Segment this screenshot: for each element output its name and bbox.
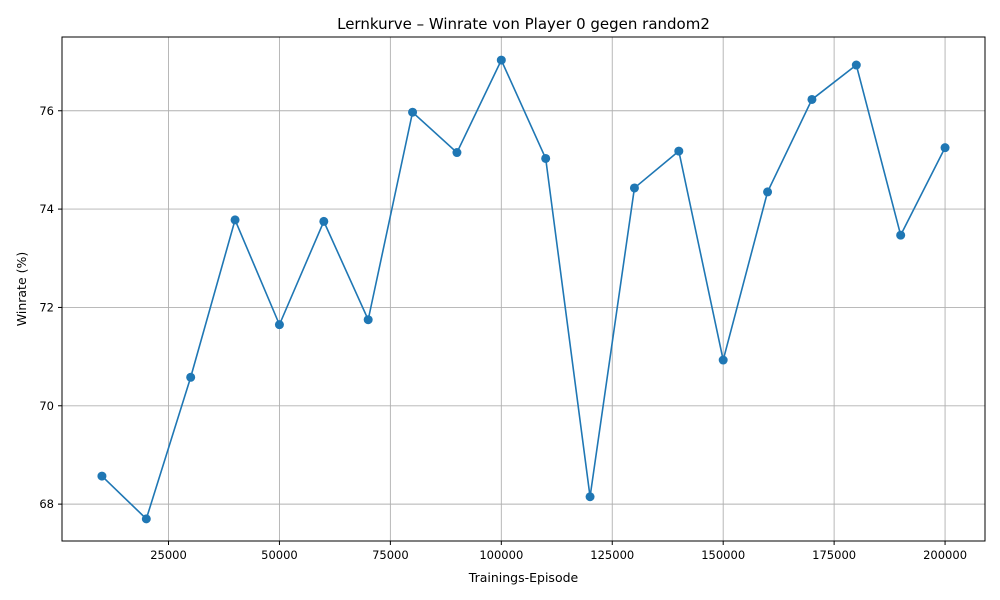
data-point bbox=[97, 471, 107, 481]
x-tick-label: 75000 bbox=[372, 548, 409, 562]
y-tick-label: 72 bbox=[39, 300, 54, 314]
data-point bbox=[274, 320, 284, 330]
data-point bbox=[452, 148, 462, 158]
data-point bbox=[319, 216, 329, 226]
data-point bbox=[585, 492, 595, 502]
y-tick-label: 76 bbox=[39, 104, 54, 118]
x-axis-label: Trainings-Episode bbox=[468, 570, 579, 585]
x-tick-label: 200000 bbox=[923, 548, 967, 562]
data-point bbox=[141, 514, 151, 524]
grid-lines bbox=[62, 37, 985, 541]
x-tick-label: 125000 bbox=[590, 548, 634, 562]
y-tick-label: 74 bbox=[39, 202, 54, 216]
chart-title: Lernkurve – Winrate von Player 0 gegen r… bbox=[337, 15, 710, 33]
x-tick-label: 150000 bbox=[701, 548, 745, 562]
data-point bbox=[674, 146, 684, 156]
plot-frame bbox=[61, 36, 986, 542]
y-tick-label: 70 bbox=[39, 399, 54, 413]
data-point bbox=[408, 107, 418, 117]
data-point bbox=[807, 94, 817, 104]
data-point bbox=[496, 55, 506, 65]
data-point bbox=[629, 183, 639, 193]
x-tick-label: 50000 bbox=[261, 548, 298, 562]
y-tick-label: 68 bbox=[39, 497, 54, 511]
x-tick-label: 100000 bbox=[479, 548, 523, 562]
x-tick-label: 175000 bbox=[812, 548, 856, 562]
series-line bbox=[101, 58, 946, 521]
data-point bbox=[363, 315, 373, 325]
data-point bbox=[763, 187, 773, 197]
axis-ticks: 25000 50000 75000 100000 125000 150000 175000 2… bbox=[39, 104, 967, 562]
data-series bbox=[97, 55, 950, 524]
data-point bbox=[186, 372, 196, 382]
data-point bbox=[851, 60, 861, 70]
data-point bbox=[940, 143, 950, 153]
data-point bbox=[230, 215, 240, 225]
data-point bbox=[896, 230, 906, 240]
x-tick-label: 25000 bbox=[150, 548, 187, 562]
data-point bbox=[541, 153, 551, 163]
data-point bbox=[718, 355, 728, 365]
y-axis-label: Winrate (%) bbox=[14, 252, 29, 326]
